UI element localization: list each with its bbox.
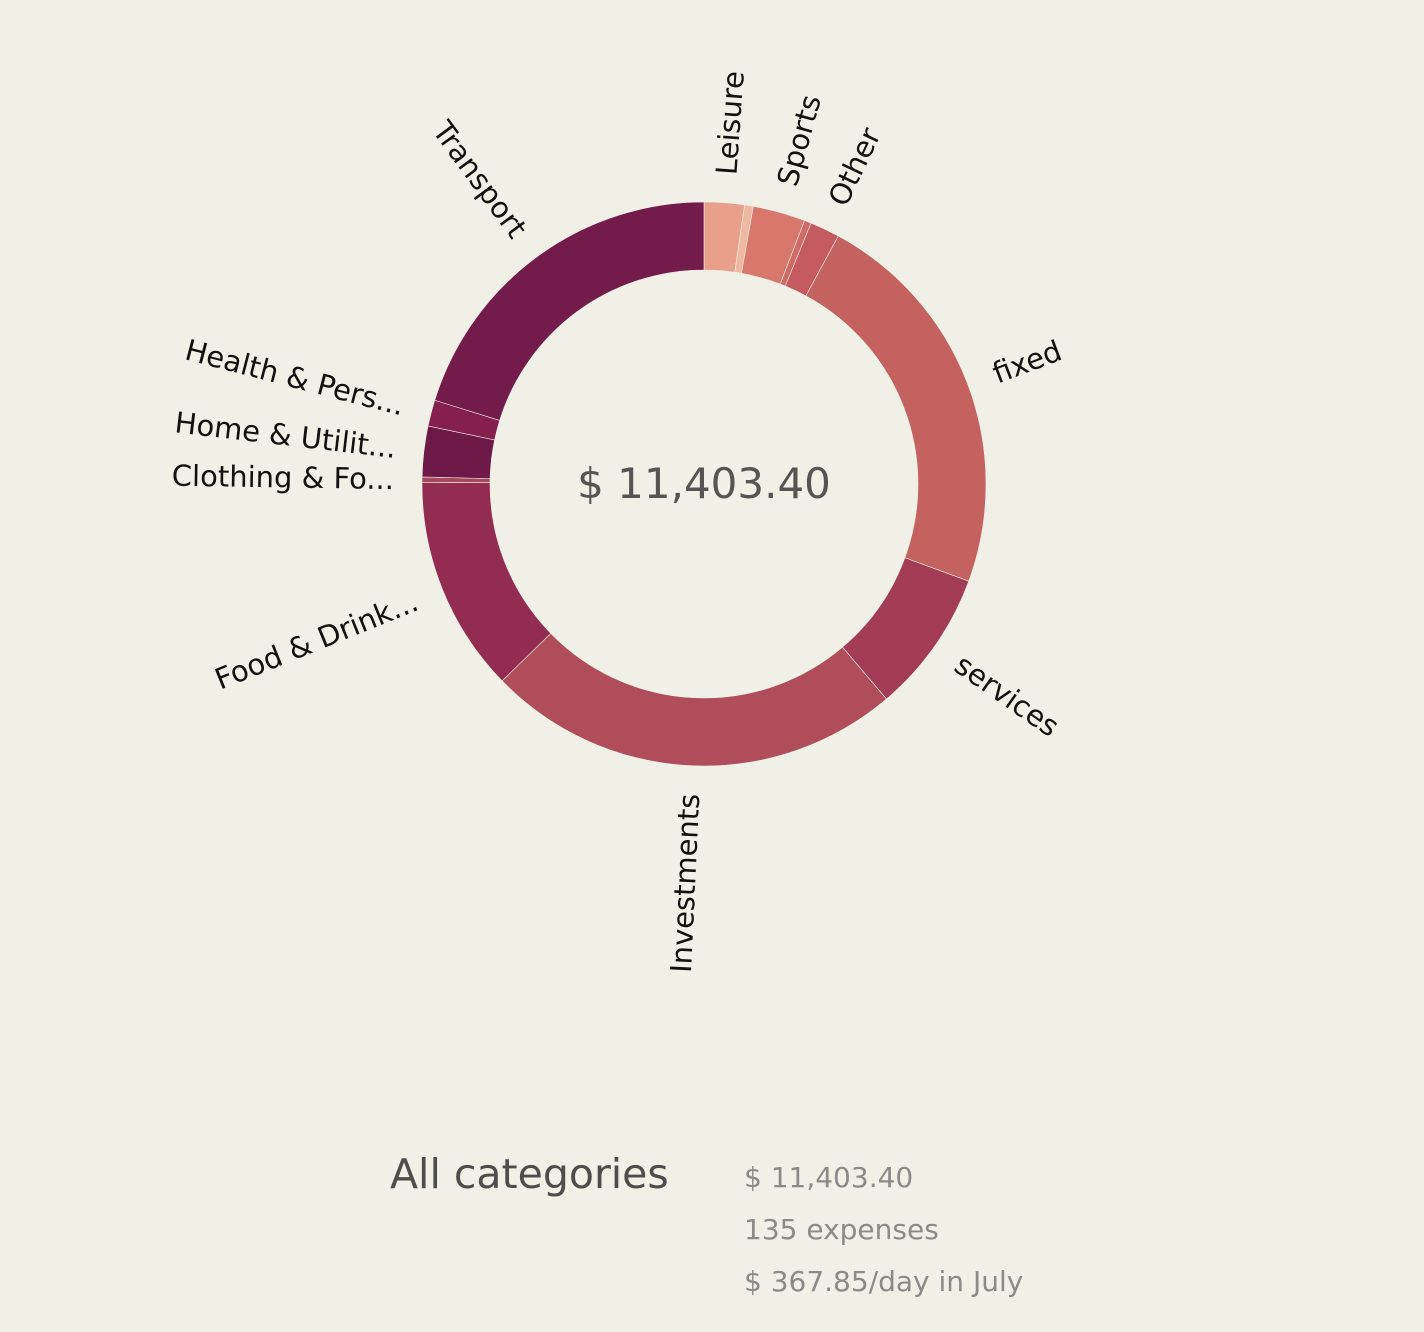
label-fixed: fixed: [988, 333, 1066, 390]
label-transport: Transport: [425, 114, 534, 245]
label-clothing-fo: Clothing & Fo...: [172, 459, 395, 496]
slice-food-drink[interactable]: [421, 481, 552, 682]
summary-title: All categories: [390, 1150, 669, 1198]
slice-investments[interactable]: [501, 632, 887, 767]
label-home-utilit: Home & Utilit...: [173, 405, 398, 465]
label-other: Other: [822, 122, 888, 211]
slice-fixed[interactable]: [805, 235, 987, 582]
summary-expense-count: 135 expenses: [744, 1213, 939, 1246]
label-food-drink: Food & Drink...: [210, 584, 423, 696]
label-investments: Investments: [664, 793, 706, 974]
donut-center-total: $ 11,403.40: [577, 459, 831, 508]
label-sports: Sports: [770, 91, 828, 190]
label-services: services: [948, 648, 1065, 744]
summary-stats: $ 11,403.40 135 expenses $ 367.85/day in…: [744, 1152, 1023, 1308]
summary-daily-average: $ 367.85/day in July: [744, 1265, 1024, 1298]
donut-slices: [421, 201, 987, 767]
slice-transport[interactable]: [434, 201, 705, 421]
label-leisure: Leisure: [709, 70, 750, 176]
summary-total: $ 11,403.40: [744, 1161, 914, 1194]
